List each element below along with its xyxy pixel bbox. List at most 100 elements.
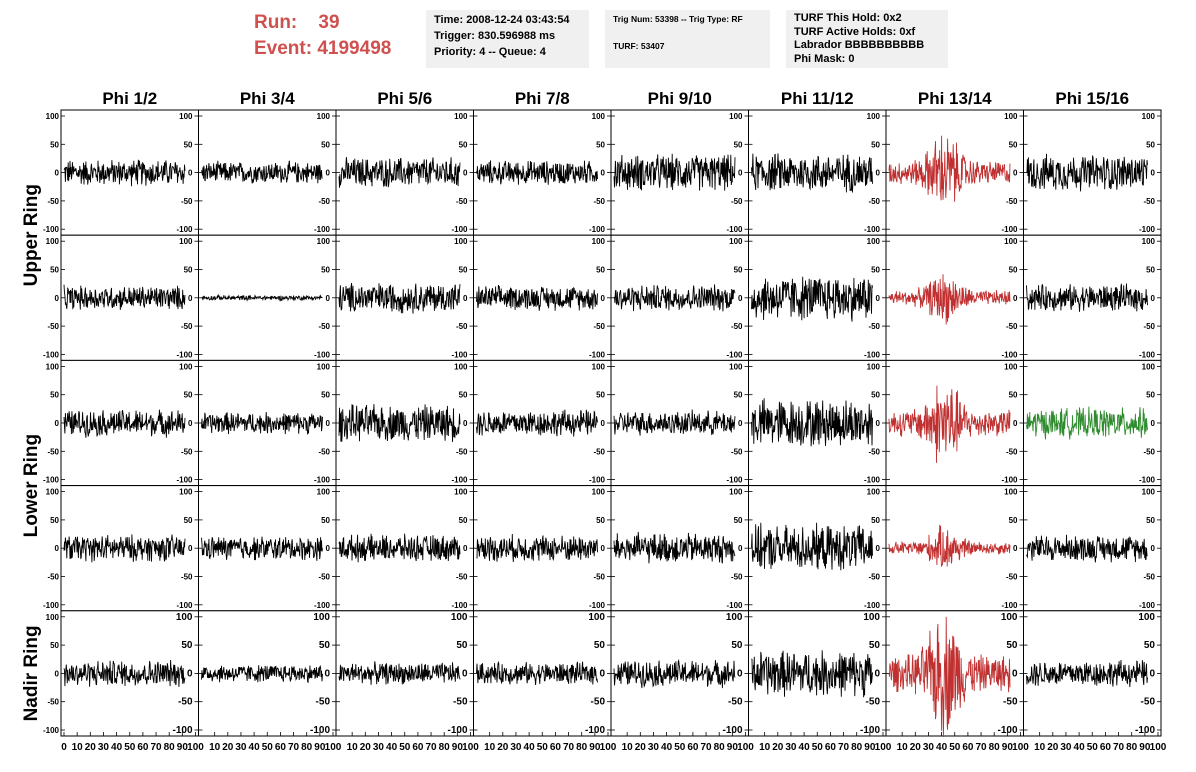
x-tick-label: 70 — [288, 742, 300, 753]
y-tick-label: 0 — [55, 419, 60, 428]
turf-hold-text: TURF This Hold: 0x2 — [794, 12, 902, 24]
phi-mask-text: Phi Mask: 0 — [794, 52, 855, 65]
y-tick-label: 100 — [867, 362, 881, 371]
y-tick-label: -100 — [176, 350, 193, 359]
column-header: Phi 13/14 — [918, 89, 992, 108]
y-tick-label: 50 — [596, 516, 605, 525]
y-tick-label: -100 — [314, 225, 331, 234]
y-tick-label: 100 — [729, 112, 743, 121]
y-tick-label: -100 — [176, 225, 193, 234]
waveform-trace — [613, 531, 736, 564]
y-tick-label: -50 — [731, 322, 743, 331]
y-tick-label: 0 — [1013, 544, 1018, 553]
y-tick-label: -100 — [864, 601, 881, 610]
y-tick-label: 100 — [176, 612, 193, 623]
waveform-trace — [888, 385, 1011, 463]
y-tick-label: -50 — [456, 322, 468, 331]
y-tick-label: -100 — [1001, 225, 1018, 234]
y-tick-label: 100 — [1001, 612, 1018, 623]
x-tick-label: 10 — [1034, 742, 1046, 753]
y-tick-label: 100 — [451, 612, 468, 623]
y-tick-label: -100 — [589, 225, 606, 234]
x-tick-label: 80 — [576, 742, 588, 753]
y-tick-label: 50 — [459, 140, 468, 149]
y-tick-label: 50 — [871, 140, 880, 149]
y-tick-label: 50 — [871, 266, 880, 275]
waveform-panel: 100 50 0 -50 -100 — [198, 109, 337, 236]
y-tick-label: 0 — [188, 544, 193, 553]
x-tick-label: 40 — [936, 742, 948, 753]
x-tick-label: 10 — [759, 742, 771, 753]
waveform-trace — [201, 664, 323, 683]
waveform-panel: 100 50 0 -50 -100 — [885, 234, 1024, 361]
waveform-trace — [63, 284, 186, 311]
y-tick-label: 50 — [871, 391, 880, 400]
y-tick-label: 0 — [601, 419, 606, 428]
y-tick-label: -50 — [1006, 573, 1018, 582]
x-tick-label: 60 — [825, 742, 837, 753]
y-tick-label: 100 — [179, 362, 193, 371]
y-tick-label: 0 — [326, 544, 331, 553]
y-tick-label: 100 — [454, 488, 468, 497]
x-tick-label: 80 — [1126, 742, 1138, 753]
y-tick-label: 0 — [326, 419, 331, 428]
y-tick-label: -100 — [451, 225, 468, 234]
y-tick-label: 0 — [738, 294, 743, 303]
y-tick-label: 100 — [592, 237, 606, 246]
y-tick-label: -50 — [456, 197, 468, 206]
x-tick-label: 20 — [772, 742, 784, 753]
y-tick-label: 100 — [588, 612, 605, 623]
y-tick-label: -50 — [318, 197, 330, 206]
waveform-panel: 100 50 0 -50 -100 — [748, 234, 887, 361]
x-tick-label: 90 — [864, 742, 876, 753]
y-tick-label: -50 — [1143, 322, 1155, 331]
y-tick-label: -50 — [47, 322, 59, 331]
y-tick-label: -100 — [310, 725, 330, 736]
y-tick-label: 100 — [867, 488, 881, 497]
x-tick-label: 80 — [851, 742, 863, 753]
y-tick-label: -100 — [43, 726, 60, 735]
y-tick-label: -50 — [593, 573, 605, 582]
x-tick-label: 70 — [975, 742, 987, 753]
y-tick-label: 50 — [184, 140, 193, 149]
waveform-panel: 100 50 0 -50 -100 — [335, 109, 474, 236]
x-tick-label: 60 — [550, 742, 562, 753]
waveform-panel: 100 50 0 -50 -100 — [335, 234, 474, 361]
y-tick-label: 100 — [867, 112, 881, 121]
x-tick-label: 40 — [799, 742, 811, 753]
x-tick-label: 40 — [661, 742, 673, 753]
y-tick-label: -50 — [453, 697, 468, 708]
waveform-trace — [476, 660, 598, 686]
y-tick-label: -100 — [860, 725, 880, 736]
y-tick-label: 0 — [462, 668, 468, 679]
run-event-header: Run: 39 Event: 4199498 — [254, 10, 391, 62]
y-tick-label: 50 — [321, 391, 330, 400]
y-tick-label: -100 — [585, 725, 605, 736]
waveform-trace — [201, 411, 323, 435]
y-tick-label: 100 — [592, 112, 606, 121]
y-tick-label: -50 — [47, 197, 59, 206]
y-tick-label: -50 — [318, 322, 330, 331]
y-tick-label: 0 — [1013, 294, 1018, 303]
y-tick-label: 100 — [179, 488, 193, 497]
y-tick-label: 50 — [1009, 140, 1018, 149]
waveform-panel: 100 50 0 -50 -100 — [198, 485, 337, 612]
y-tick-label: 100 — [1142, 362, 1156, 371]
x-tick-label: 30 — [373, 742, 385, 753]
column-header: Phi 5/6 — [377, 89, 432, 108]
waveform-panel: 100 50 0 -50 -100 — [885, 109, 1024, 236]
y-tick-label: -50 — [181, 573, 193, 582]
y-tick-label: 100 — [1004, 488, 1018, 497]
y-tick-label: -50 — [1143, 197, 1155, 206]
x-tick-label: 0 — [61, 742, 67, 753]
y-tick-label: -50 — [728, 697, 743, 708]
waveform-panel: 100 50 0 -50 -100 — [610, 234, 749, 361]
waveform-trace — [751, 398, 873, 447]
y-tick-label: 0 — [738, 419, 743, 428]
y-tick-label: 100 — [592, 488, 606, 497]
x-tick-label: 40 — [1074, 742, 1086, 753]
y-tick-label: 50 — [734, 266, 743, 275]
y-tick-label: -50 — [316, 697, 331, 708]
y-tick-label: 100 — [1138, 612, 1155, 623]
x-tick-label: 30 — [510, 742, 522, 753]
